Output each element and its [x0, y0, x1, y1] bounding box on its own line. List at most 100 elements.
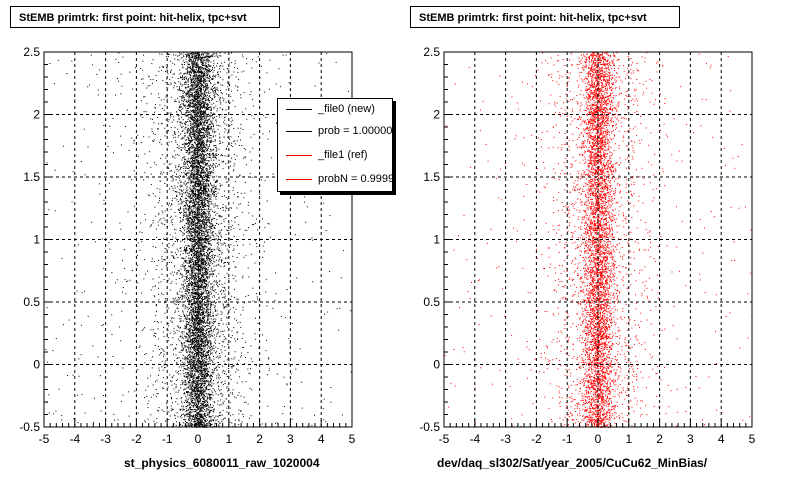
data-point [187, 130, 189, 132]
data-point [187, 227, 189, 229]
data-point [167, 323, 169, 325]
data-point [215, 158, 217, 160]
data-point [206, 122, 208, 124]
data-point [192, 158, 193, 160]
data-point [203, 417, 204, 419]
data-point [237, 331, 239, 333]
data-point [236, 216, 238, 217]
data-point [202, 370, 203, 372]
data-point [268, 88, 270, 90]
data-point [201, 143, 203, 145]
data-point [204, 136, 206, 137]
data-point [193, 311, 195, 313]
data-point [158, 282, 160, 284]
data-point [214, 425, 216, 427]
data-point [185, 316, 187, 318]
data-point [210, 269, 212, 271]
data-point [220, 314, 222, 315]
data-point [179, 96, 181, 97]
data-point [210, 304, 212, 306]
data-point [164, 362, 166, 364]
data-point [211, 369, 213, 371]
data-point [194, 340, 196, 342]
data-point [196, 136, 198, 138]
data-point [237, 298, 239, 300]
data-point [176, 254, 177, 256]
data-point [187, 214, 189, 216]
data-point [143, 96, 145, 98]
data-point [204, 91, 206, 93]
data-point [196, 200, 198, 202]
data-point [128, 415, 130, 417]
data-point [207, 250, 209, 252]
data-point [194, 193, 195, 195]
data-point [152, 82, 153, 84]
data-point [227, 390, 229, 392]
data-point [204, 396, 206, 398]
data-point [241, 211, 243, 213]
data-point [182, 275, 184, 277]
data-point [207, 146, 209, 148]
data-point [192, 99, 194, 101]
data-point [189, 181, 191, 183]
data-point [327, 311, 329, 313]
data-point [192, 249, 194, 250]
data-point [210, 157, 212, 159]
data-point [237, 369, 239, 371]
data-point [215, 188, 217, 190]
data-point [201, 74, 203, 76]
data-point [217, 207, 219, 209]
data-point [171, 317, 173, 319]
data-point [213, 348, 215, 350]
data-point [192, 356, 194, 358]
data-point [192, 312, 194, 314]
data-point [193, 110, 195, 112]
data-point [187, 295, 189, 297]
data-point [201, 63, 203, 65]
data-point [206, 192, 208, 194]
data-point [80, 161, 82, 162]
data-point [198, 312, 200, 314]
data-point [188, 367, 189, 369]
data-point [236, 196, 238, 198]
data-point [206, 77, 208, 79]
data-point [136, 301, 138, 303]
data-point [204, 188, 206, 190]
data-point [206, 200, 208, 201]
data-point [195, 391, 197, 393]
data-point [191, 409, 192, 411]
data-point [195, 135, 197, 137]
data-point [202, 153, 204, 154]
data-point [202, 134, 204, 136]
data-point [203, 308, 205, 310]
data-point [196, 98, 198, 99]
data-point [224, 287, 225, 289]
data-point [206, 135, 207, 137]
data-point [223, 330, 225, 332]
data-point [194, 264, 196, 266]
data-point [149, 151, 151, 153]
data-point [211, 255, 213, 256]
data-point [221, 421, 223, 423]
data-point [205, 185, 206, 187]
data-point [186, 298, 188, 300]
data-point [202, 353, 204, 355]
data-point [207, 404, 209, 406]
data-point [242, 129, 244, 130]
data-point [210, 61, 212, 63]
data-point [206, 153, 208, 155]
data-point [173, 131, 175, 132]
data-point [203, 226, 205, 228]
data-point [198, 71, 200, 73]
data-point [191, 154, 193, 156]
data-point [193, 118, 195, 120]
data-point [233, 140, 235, 142]
data-point [191, 161, 193, 163]
data-point [204, 394, 206, 396]
data-point [188, 286, 190, 288]
data-point [211, 348, 213, 350]
data-point [180, 220, 182, 222]
data-point [226, 229, 228, 231]
data-point [262, 257, 264, 258]
data-point [171, 141, 173, 143]
